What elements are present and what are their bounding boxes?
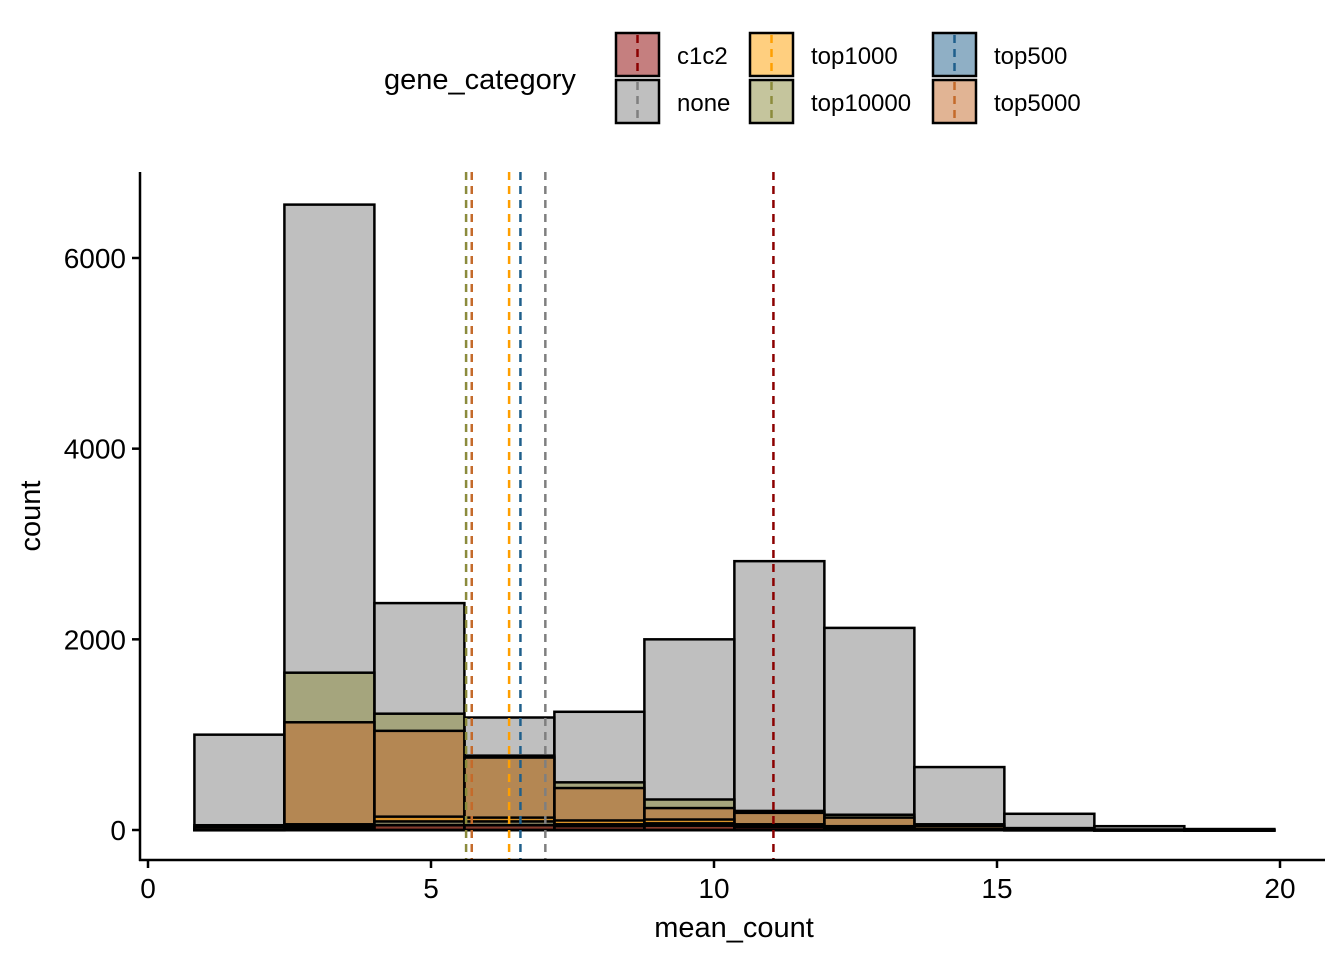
bar-c1c2-2 bbox=[373, 823, 466, 832]
y-tick-label-0: 0 bbox=[110, 815, 126, 846]
legend-item-top1000: top1000 bbox=[748, 31, 898, 78]
legend-item-none: none bbox=[614, 78, 730, 125]
y-tick-label-2000: 2000 bbox=[64, 624, 126, 655]
x-axis-title: mean_count bbox=[654, 912, 814, 944]
bar-top5000-1 bbox=[283, 721, 376, 832]
x-tick-label-20: 20 bbox=[1264, 873, 1295, 904]
bar-c1c2-8 bbox=[913, 828, 1006, 832]
x-tick-label-5: 5 bbox=[423, 873, 439, 904]
bar-c1c2-3 bbox=[463, 823, 556, 832]
legend-label-top5000: top5000 bbox=[994, 90, 1081, 117]
bar-c1c2-5 bbox=[643, 824, 736, 832]
legend-item-top10000: top10000 bbox=[748, 78, 911, 125]
bar-top5000-2 bbox=[373, 729, 466, 832]
x-tick-label-15: 15 bbox=[981, 873, 1012, 904]
histogram-bars bbox=[193, 203, 1276, 832]
y-tick-label-6000: 6000 bbox=[64, 243, 126, 274]
bar-c1c2-9 bbox=[1003, 828, 1096, 832]
bar-none-0 bbox=[193, 733, 286, 832]
legend-label-none: none bbox=[677, 90, 730, 117]
bar-c1c2-0 bbox=[193, 828, 286, 832]
bar-c1c2-1 bbox=[283, 826, 376, 832]
bar-none-8 bbox=[913, 765, 1006, 832]
series-c1c2 bbox=[193, 823, 1276, 832]
mean-lines bbox=[464, 172, 775, 860]
x-tick-label-0: 0 bbox=[140, 873, 156, 904]
axes: 0 5 10 15 20 0 2000 4000 6000 mean_count count bbox=[15, 172, 1325, 944]
legend-label-top1000: top1000 bbox=[811, 43, 898, 70]
x-tick-label-10: 10 bbox=[698, 873, 729, 904]
legend-item-top5000: top5000 bbox=[931, 78, 1081, 125]
legend-label-top500: top500 bbox=[994, 43, 1067, 70]
bar-c1c2-4 bbox=[553, 824, 646, 832]
legend-item-top500: top500 bbox=[931, 31, 1067, 78]
bar-c1c2-10 bbox=[1093, 828, 1186, 832]
bar-none-5 bbox=[643, 638, 736, 832]
legend-title: gene_category bbox=[384, 64, 576, 96]
legend-label-top10000: top10000 bbox=[811, 90, 911, 117]
bar-none-7 bbox=[823, 626, 916, 832]
bar-c1c2-6 bbox=[733, 825, 826, 832]
legend: gene_category c1c2 none top1000 top10000 top5… bbox=[384, 31, 1081, 125]
bar-none-6 bbox=[733, 559, 826, 832]
bar-c1c2-7 bbox=[823, 826, 916, 832]
legend-item-c1c2: c1c2 bbox=[614, 31, 728, 78]
legend-label-c1c2: c1c2 bbox=[677, 43, 728, 70]
y-axis-title: count bbox=[15, 481, 47, 552]
y-tick-label-4000: 4000 bbox=[64, 434, 126, 465]
bar-c1c2-11 bbox=[1183, 828, 1276, 832]
